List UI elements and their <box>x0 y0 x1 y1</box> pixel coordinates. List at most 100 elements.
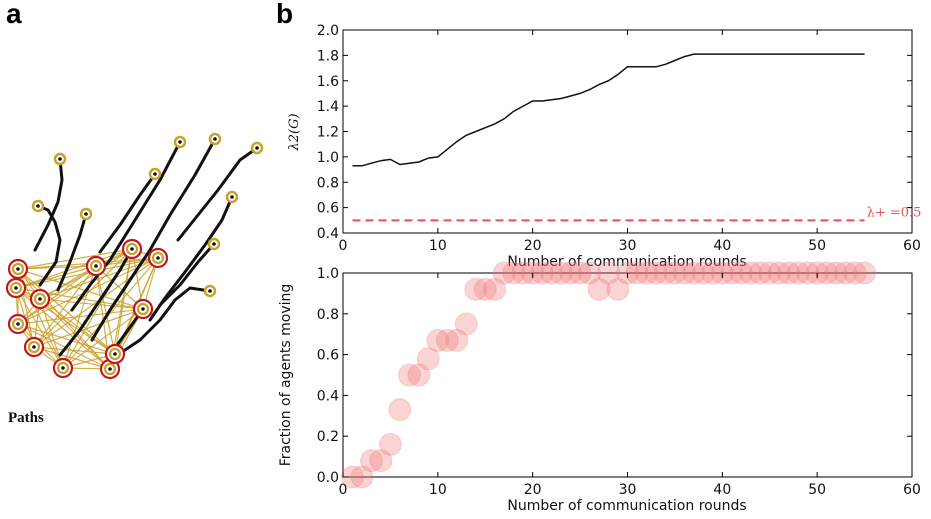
agent-path <box>176 146 259 242</box>
panel-b-letter: b <box>276 0 294 29</box>
agent-path <box>33 157 64 252</box>
fraction-point <box>597 261 621 285</box>
agent-path <box>36 204 62 287</box>
x-tick-label: 0 <box>339 482 348 498</box>
fraction-point <box>559 261 583 285</box>
fraction-point <box>815 261 839 285</box>
communication-edge <box>114 248 133 355</box>
communication-edge <box>39 298 144 310</box>
agent-path <box>90 137 217 342</box>
fraction-point <box>720 261 744 285</box>
fraction-point <box>625 261 649 285</box>
moving-agent <box>207 237 221 251</box>
fraction-moving-chart: 0 10 20 30 40 50 60 0.0 0.2 0.4 0.6 0.8 1.0 Number … <box>278 261 921 514</box>
fraction-point <box>473 277 497 301</box>
communication-edge <box>17 257 159 325</box>
x-tick-label: 40 <box>713 238 731 254</box>
top-plot-frame <box>342 29 913 234</box>
stopped-agent <box>85 255 107 277</box>
fraction-point <box>454 312 478 336</box>
fraction-point <box>397 363 421 387</box>
y-tick-label: 0.6 <box>317 348 339 364</box>
agent-path <box>98 172 157 254</box>
communication-edge <box>15 265 97 289</box>
fraction-point <box>824 261 848 285</box>
x-tick-label: 40 <box>713 482 731 498</box>
y-tick-label: 0.2 <box>317 429 339 445</box>
communication-edge <box>17 248 133 325</box>
y-tick-label: 0.8 <box>317 307 339 323</box>
stopped-agent <box>23 336 45 358</box>
stopped-agent <box>132 298 154 320</box>
fraction-point <box>748 261 772 285</box>
fraction-point <box>672 261 696 285</box>
x-tick-label: 30 <box>619 482 637 498</box>
fraction-point <box>416 347 440 371</box>
fraction-point <box>530 261 554 285</box>
x-tick-label: 0 <box>339 238 348 254</box>
y-tick-label: 1.8 <box>317 48 339 64</box>
communication-edge <box>33 346 111 370</box>
x-tick-label: 30 <box>619 238 637 254</box>
fraction-point <box>464 277 488 301</box>
stopped-agent <box>121 238 143 260</box>
agent-path <box>120 286 212 354</box>
fraction-point <box>502 261 526 285</box>
x-tick-label: 10 <box>429 238 447 254</box>
moving-agent <box>208 132 222 146</box>
fraction-point <box>663 261 687 285</box>
fraction-point <box>739 261 763 285</box>
fraction-point <box>701 261 725 285</box>
fraction-point <box>578 261 602 285</box>
y-tick-label: 0.0 <box>317 470 339 486</box>
fraction-point <box>606 277 630 301</box>
fraction-point <box>359 449 383 473</box>
lambda2-chart: 0 10 20 30 40 50 60 0.4 0.6 0.8 1.0 1.2 1.4 1.6 1.8 2.… <box>287 23 921 270</box>
y-tick-label: 0.8 <box>317 175 339 191</box>
agent-path <box>70 140 182 312</box>
fraction-point <box>483 277 507 301</box>
stopped-agent <box>99 358 121 380</box>
communication-edge <box>62 308 144 369</box>
fraction-point <box>388 398 412 422</box>
x-tick-label: 20 <box>524 482 542 498</box>
fraction-point <box>378 432 402 456</box>
stopped-agent <box>104 343 126 365</box>
moving-agent <box>173 135 187 149</box>
top-x-axis-label: Number of communication rounds <box>507 254 746 270</box>
top-y-ticks: 0.4 0.6 0.8 1.0 1.2 1.4 1.6 1.8 2.0 <box>317 23 912 242</box>
fraction-moving-points <box>340 261 877 489</box>
fraction-point <box>568 261 592 285</box>
fraction-point <box>587 277 611 301</box>
fraction-point <box>634 261 658 285</box>
x-tick-label: 50 <box>808 238 826 254</box>
lambda2-series-line <box>352 53 865 167</box>
paths-network-diagram <box>5 132 264 380</box>
y-tick-label: 0.4 <box>317 388 339 404</box>
agents <box>5 132 264 380</box>
paths-caption: Paths <box>8 410 44 426</box>
x-tick-label: 60 <box>903 482 921 498</box>
bottom-x-axis-label: Number of communication rounds <box>507 498 746 514</box>
fraction-point <box>407 363 431 387</box>
communication-edge <box>17 323 111 370</box>
stopped-agent <box>5 277 27 299</box>
moving-agent <box>203 284 217 298</box>
communication-edge <box>33 248 133 348</box>
fraction-point <box>729 261 753 285</box>
communication-edge <box>17 248 133 270</box>
x-tick-label: 10 <box>429 482 447 498</box>
y-tick-label: 1.0 <box>317 266 339 282</box>
moving-agent <box>250 141 264 155</box>
stopped-agent <box>29 288 51 310</box>
communication-edge <box>17 323 116 355</box>
stopped-agent <box>147 247 169 269</box>
x-tick-label: 20 <box>524 238 542 254</box>
fraction-point <box>426 328 450 352</box>
moving-agent <box>79 207 93 221</box>
fraction-point <box>369 449 393 473</box>
y-tick-label: 1.6 <box>317 74 339 90</box>
fraction-point <box>350 465 374 489</box>
fraction-point <box>340 465 364 489</box>
